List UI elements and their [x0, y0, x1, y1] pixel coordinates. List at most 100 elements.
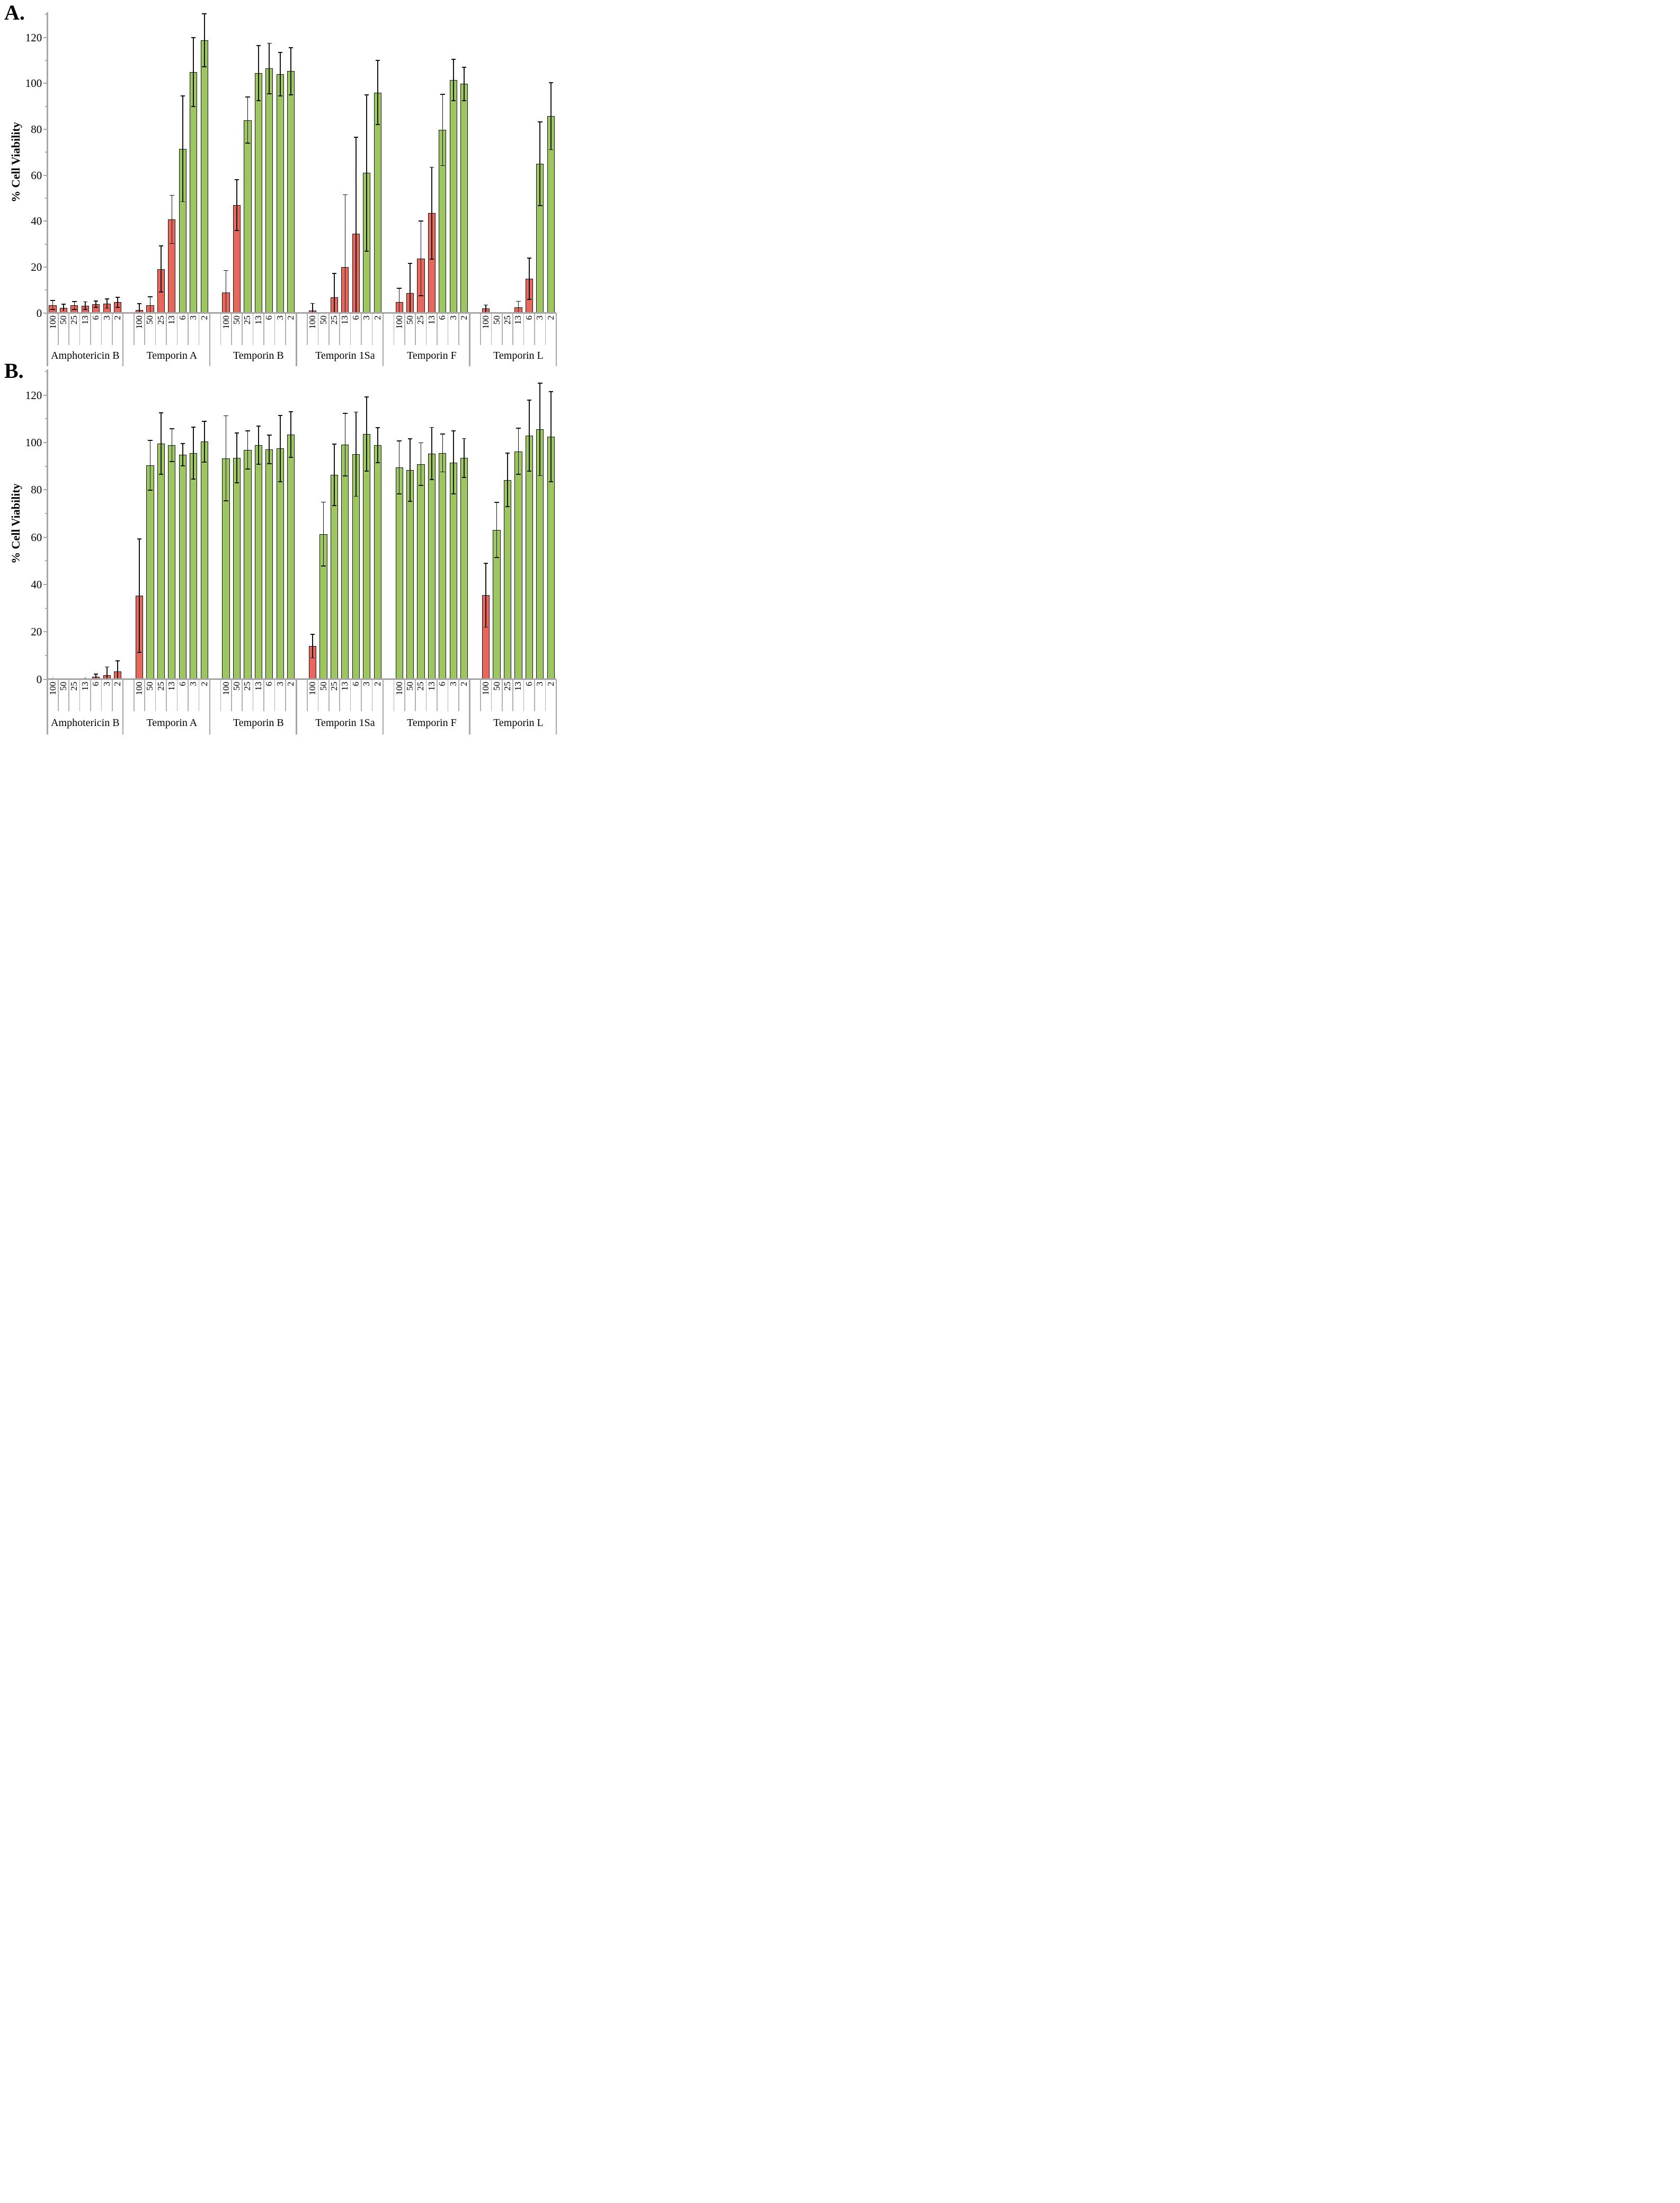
x-tick-label: 13 — [253, 315, 263, 324]
x-tick-label: 2 — [545, 315, 556, 320]
x-tick-label: 100 — [307, 681, 317, 695]
bar — [341, 445, 349, 679]
error-cap-bottom — [278, 481, 282, 482]
error-cap-top — [419, 220, 423, 222]
error-cap-bottom — [375, 124, 380, 126]
error-cap-bottom — [289, 94, 294, 95]
y-minor-tick — [45, 560, 48, 562]
bar — [395, 467, 403, 679]
y-tick-label: 100 — [25, 77, 42, 90]
error-cap-bottom — [170, 243, 174, 244]
group-label: Amphotericin B — [51, 349, 120, 361]
error-whisker — [452, 59, 454, 101]
category-separator — [242, 313, 243, 345]
category-separator — [350, 679, 351, 711]
error-whisker — [182, 443, 183, 466]
category-separator — [176, 679, 178, 711]
error-cap-bottom — [202, 66, 207, 67]
x-tick-label: 2 — [372, 315, 383, 320]
error-cap-top — [321, 501, 326, 503]
error-cap-bottom — [451, 100, 456, 101]
error-cap-bottom — [365, 470, 369, 472]
x-tick-label: 2 — [459, 315, 469, 320]
y-major-tick — [43, 174, 48, 176]
x-tick-label: 25 — [242, 315, 253, 324]
error-whisker — [193, 37, 194, 107]
error-whisker — [344, 194, 346, 313]
category-separator — [274, 679, 275, 711]
error-whisker — [366, 95, 368, 251]
error-cap-bottom — [224, 500, 228, 502]
error-cap-top — [224, 270, 228, 271]
error-whisker — [149, 440, 151, 490]
error-cap-bottom — [407, 500, 413, 502]
x-tick-label: 50 — [491, 315, 502, 324]
category-separator — [328, 313, 330, 345]
error-cap-top — [191, 37, 196, 38]
category-separator — [404, 313, 405, 345]
error-cap-top — [83, 301, 88, 303]
y-major-tick — [43, 678, 48, 680]
bar — [428, 453, 435, 679]
error-cap-top — [267, 42, 272, 44]
error-cap-top — [548, 391, 553, 392]
error-whisker — [496, 502, 497, 558]
category-separator — [523, 313, 525, 345]
error-cap-top — [94, 300, 99, 302]
bar — [265, 449, 273, 679]
error-whisker — [485, 305, 486, 312]
error-whisker — [279, 415, 281, 482]
x-tick-label: 25 — [155, 315, 166, 324]
error-whisker — [334, 273, 335, 313]
error-cap-bottom — [429, 479, 434, 480]
x-tick-label: 25 — [502, 681, 512, 691]
y-major-tick — [43, 631, 48, 633]
category-separator — [166, 679, 167, 711]
error-cap-bottom — [137, 652, 142, 653]
category-separator — [79, 313, 81, 345]
category-separator — [101, 679, 102, 711]
category-separator — [371, 679, 373, 711]
category-separator — [176, 313, 178, 345]
category-separator — [144, 313, 146, 345]
bar — [179, 454, 186, 679]
x-tick-label: 2 — [459, 681, 469, 686]
x-tick-label: 13 — [79, 315, 90, 324]
error-whisker — [247, 431, 248, 469]
y-minor-tick — [45, 465, 48, 467]
error-cap-top — [310, 633, 315, 635]
bar — [503, 480, 512, 679]
error-cap-top — [527, 399, 532, 401]
x-axis-baseline — [47, 678, 556, 680]
error-cap-top — [115, 296, 120, 298]
error-whisker — [203, 421, 205, 462]
x-tick-label: 6 — [264, 681, 274, 686]
error-whisker — [420, 443, 422, 485]
error-cap-top — [180, 95, 185, 97]
x-tick-label: 100 — [134, 315, 144, 329]
x-tick-label: 25 — [242, 681, 253, 691]
error-whisker — [84, 678, 86, 679]
x-tick-label: 13 — [253, 681, 263, 691]
category-separator — [371, 313, 373, 345]
category-separator — [274, 313, 275, 345]
error-cap-bottom — [440, 471, 445, 473]
category-separator — [458, 679, 459, 711]
error-cap-bottom — [516, 474, 521, 475]
error-whisker — [431, 167, 432, 259]
category-separator — [523, 679, 525, 711]
error-whisker — [171, 195, 173, 244]
error-cap-bottom — [397, 493, 402, 494]
error-cap-bottom — [94, 306, 99, 308]
group-label: Temporin A — [146, 716, 198, 729]
category-separator — [404, 679, 405, 711]
category-separator — [361, 313, 362, 345]
y-minor-tick — [45, 607, 48, 609]
x-tick-label: 3 — [535, 681, 545, 686]
category-separator — [425, 679, 427, 711]
error-whisker — [117, 661, 118, 679]
x-tick-label: 3 — [101, 315, 112, 320]
y-tick-label: 80 — [31, 483, 42, 497]
y-major-tick — [43, 584, 48, 586]
category-separator — [437, 679, 438, 711]
